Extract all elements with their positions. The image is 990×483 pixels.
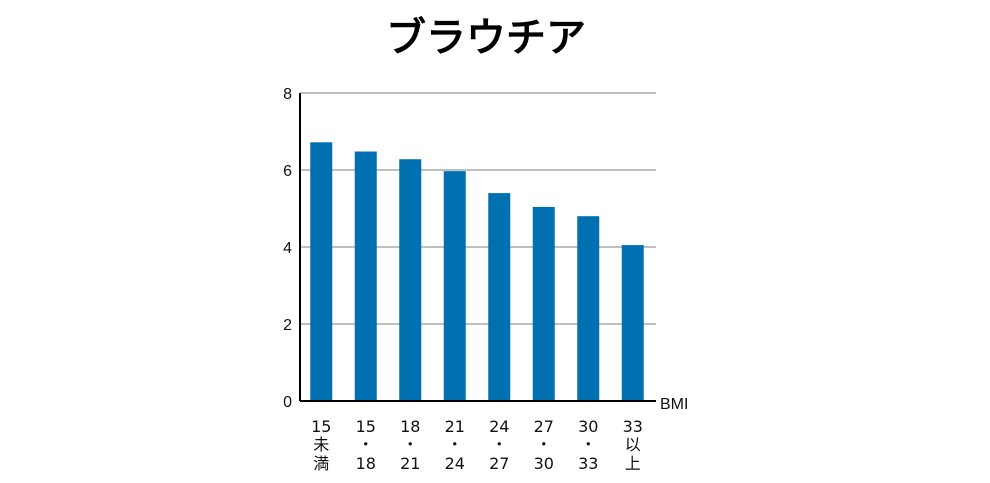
bars (310, 142, 644, 401)
x-tick-label: 30 (578, 417, 598, 436)
bar (621, 245, 644, 401)
x-tick-label: 24 (445, 454, 465, 473)
y-tick-label: 2 (283, 317, 292, 334)
x-tick-label: 未 (313, 435, 329, 454)
x-tick-label: 21 (400, 454, 420, 473)
x-tick-label: 上 (625, 454, 641, 473)
axes (299, 93, 656, 402)
x-tick-label: ・ (402, 435, 418, 454)
y-tick-label: 6 (283, 163, 292, 180)
x-tick-label: ・ (447, 435, 463, 454)
y-tick-label: 8 (283, 86, 292, 103)
y-tick-label: 4 (283, 240, 292, 257)
bar (532, 206, 555, 401)
x-tick-label: 24 (489, 417, 509, 436)
x-tick-label: 33 (623, 417, 643, 436)
x-tick-label: 18 (400, 417, 420, 436)
chart-title: ブラウチア (386, 15, 586, 61)
x-tick-label: 27 (489, 454, 509, 473)
x-tick-label: 27 (534, 417, 554, 436)
x-tick-label: ・ (358, 435, 374, 454)
bar (399, 159, 422, 401)
x-tick-label: 18 (356, 454, 376, 473)
x-tick-label: 33 (578, 454, 598, 473)
x-tick-label: 15 (311, 417, 331, 436)
y-tick-label: 0 (283, 394, 292, 411)
x-tick-label: 15 (356, 417, 376, 436)
x-tick-label: ・ (536, 435, 552, 454)
x-tick-label: 30 (534, 454, 554, 473)
x-axis-label: BMI (660, 396, 688, 413)
bar (310, 142, 333, 401)
bar (577, 216, 600, 401)
x-tick-label: 満 (313, 454, 329, 473)
gridlines (300, 92, 656, 325)
bar (488, 193, 511, 401)
y-axis-ticks: 0 2 4 6 8 (283, 86, 292, 411)
x-tick-label: ・ (580, 435, 596, 454)
x-tick-label: 21 (445, 417, 465, 436)
bar (443, 171, 466, 401)
x-tick-label: ・ (491, 435, 507, 454)
x-tick-label: 以 (625, 435, 641, 454)
bar (354, 151, 377, 401)
